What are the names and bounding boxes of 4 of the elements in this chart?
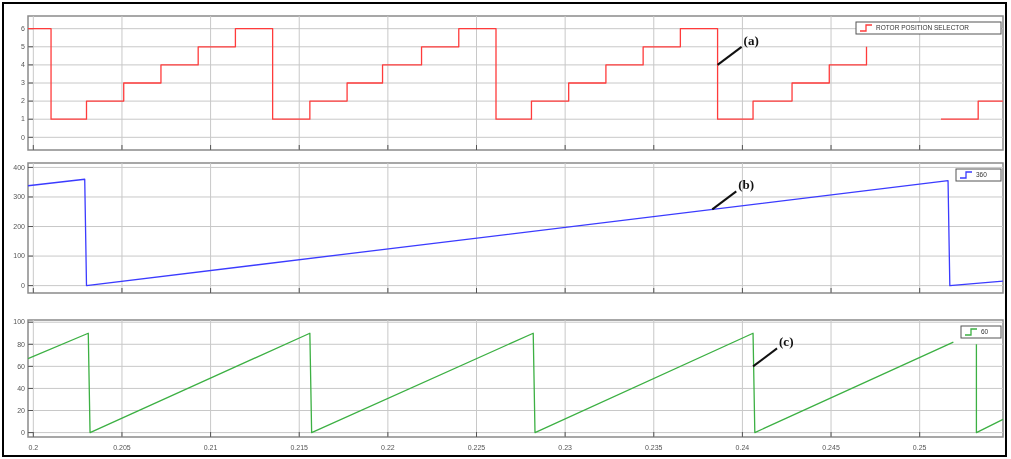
annotation: (b) [738,177,755,193]
annotation: (c) [779,334,794,350]
annotation: (a) [743,32,759,48]
line-series [27,178,1004,287]
